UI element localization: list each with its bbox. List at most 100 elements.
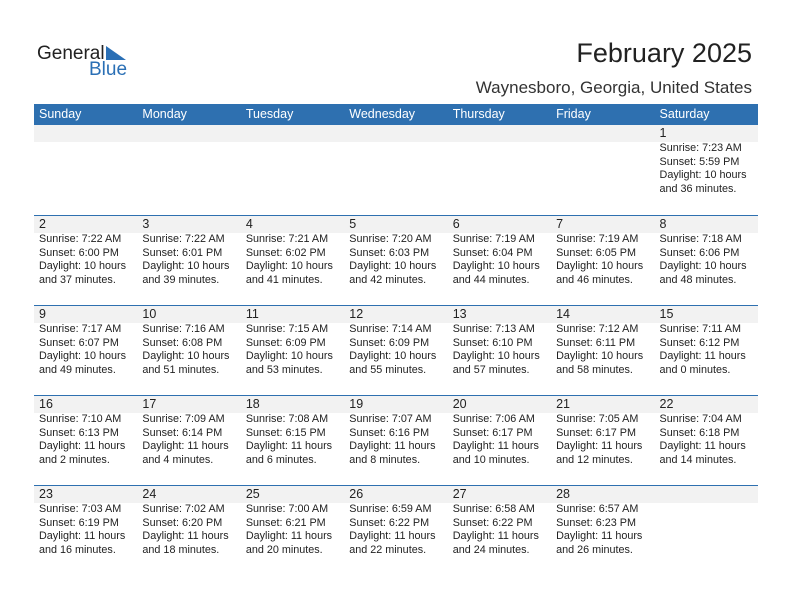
day-cell: 27 Sunrise: 6:58 AM Sunset: 6:22 PM Dayligh… — [448, 486, 551, 575]
sunset: Sunset: 6:22 PM — [452, 516, 533, 529]
week-row: 1 Sunrise: 7:23 AM Sunset: 5:59 PM Daylight… — [34, 125, 758, 215]
sunrise: Sunrise: 7:20 AM — [349, 233, 432, 245]
weekday-sunday: Sunday — [39, 107, 82, 121]
daylight-minutes: and 6 minutes. — [245, 453, 317, 466]
day-number: 9 — [39, 307, 46, 321]
sunrise: Sunrise: 7:15 AM — [245, 323, 329, 335]
day-number: 11 — [245, 307, 259, 321]
week-row: 16 Sunrise: 7:10 AM Sunset: 6:13 PM Dayligh… — [34, 395, 758, 485]
day-number: 28 — [556, 487, 571, 501]
day-cell — [137, 125, 240, 215]
daylight: Daylight: 10 hours — [245, 260, 333, 272]
sunset: Sunset: 6:13 PM — [39, 426, 119, 439]
day-number: 8 — [659, 217, 667, 231]
day-number: 22 — [659, 397, 674, 411]
daylight: Daylight: 10 hours — [556, 350, 644, 362]
day-cell: 12 Sunrise: 7:14 AM Sunset: 6:09 PM Dayligh… — [344, 306, 447, 395]
sunrise: Sunrise: 7:02 AM — [142, 503, 225, 515]
daylight-minutes: and 42 minutes. — [349, 273, 427, 286]
day-cell: 14 Sunrise: 7:12 AM Sunset: 6:11 PM Dayligh… — [551, 306, 654, 395]
sunrise: Sunrise: 7:17 AM — [39, 323, 122, 335]
sunset: Sunset: 6:06 PM — [659, 246, 740, 259]
sunset: Sunset: 6:15 PM — [245, 426, 326, 439]
sunrise: Sunrise: 7:18 AM — [659, 233, 742, 245]
week-row: 2 Sunrise: 7:22 AM Sunset: 6:00 PM Daylight… — [34, 215, 758, 305]
sunset: Sunset: 6:03 PM — [349, 246, 430, 259]
weekday-thursday: Thursday — [452, 107, 505, 121]
daylight-minutes: and 41 minutes. — [245, 273, 323, 286]
sunset: Sunset: 6:16 PM — [349, 426, 430, 439]
sunset: Sunset: 6:10 PM — [452, 336, 533, 349]
date-strip — [34, 396, 758, 413]
day-number: 23 — [39, 487, 53, 501]
day-cell: 11 Sunrise: 7:15 AM Sunset: 6:09 PM Dayligh… — [241, 306, 344, 395]
day-cell — [34, 125, 137, 215]
sunrise: Sunrise: 7:13 AM — [452, 323, 535, 335]
daylight-minutes: and 20 minutes. — [245, 543, 323, 556]
day-cell: 3 Sunrise: 7:22 AM Sunset: 6:01 PM Daylight… — [137, 216, 240, 305]
day-number: 19 — [349, 397, 364, 411]
week-row: 23 Sunrise: 7:03 AM Sunset: 6:19 PM Dayligh… — [34, 485, 758, 575]
daylight: Daylight: 11 hours — [39, 530, 126, 542]
sunrise: Sunrise: 7:11 AM — [659, 323, 741, 335]
sunrise: Sunrise: 7:16 AM — [142, 323, 225, 335]
day-cell: 20 Sunrise: 7:06 AM Sunset: 6:17 PM Dayligh… — [448, 396, 551, 485]
day-cell: 19 Sunrise: 7:07 AM Sunset: 6:16 PM Dayligh… — [344, 396, 447, 485]
day-number: 18 — [245, 397, 260, 411]
day-cell: 15 Sunrise: 7:11 AM Sunset: 6:12 PM Dayligh… — [655, 306, 758, 395]
daylight-minutes: and 48 minutes. — [659, 273, 737, 286]
weekday-header: Sunday Monday Tuesday Wednesday Thursday Frid… — [34, 104, 758, 125]
sunrise: Sunrise: 6:59 AM — [349, 503, 432, 515]
day-number: 21 — [556, 397, 571, 411]
daylight-minutes: and 49 minutes. — [39, 363, 116, 376]
day-number: 5 — [349, 217, 357, 231]
day-cell — [448, 125, 551, 215]
day-cell: 13 Sunrise: 7:13 AM Sunset: 6:10 PM Dayligh… — [448, 306, 551, 395]
daylight: Daylight: 11 hours — [659, 350, 746, 362]
daylight-minutes: and 58 minutes. — [556, 363, 633, 376]
day-cell: 6 Sunrise: 7:19 AM Sunset: 6:04 PM Daylight… — [448, 216, 551, 305]
daylight: Daylight: 10 hours — [349, 260, 437, 272]
day-cell: 8 Sunrise: 7:18 AM Sunset: 6:06 PM Daylight… — [655, 216, 758, 305]
sunrise: Sunrise: 7:12 AM — [556, 323, 639, 335]
daylight: Daylight: 11 hours — [556, 530, 643, 542]
day-cell: 16 Sunrise: 7:10 AM Sunset: 6:13 PM Dayligh… — [34, 396, 137, 485]
weekday-tuesday: Tuesday — [245, 107, 294, 121]
sunrise: Sunrise: 7:10 AM — [39, 413, 122, 425]
day-cell: 22 Sunrise: 7:04 AM Sunset: 6:18 PM Dayligh… — [655, 396, 758, 485]
day-cell: 24 Sunrise: 7:02 AM Sunset: 6:20 PM Dayligh… — [137, 486, 240, 575]
daylight-minutes: and 26 minutes. — [556, 543, 633, 556]
sunset: Sunset: 6:20 PM — [142, 516, 223, 529]
day-cell: 18 Sunrise: 7:08 AM Sunset: 6:15 PM Dayligh… — [241, 396, 344, 485]
daylight: Daylight: 10 hours — [452, 260, 540, 272]
sunset: Sunset: 6:01 PM — [142, 246, 223, 259]
daylight: Daylight: 10 hours — [556, 260, 644, 272]
sunrise: Sunrise: 7:09 AM — [142, 413, 225, 425]
daylight: Daylight: 11 hours — [142, 440, 229, 452]
day-number: 2 — [39, 217, 46, 231]
weekday-wednesday: Wednesday — [349, 107, 416, 121]
daylight: Daylight: 10 hours — [39, 260, 127, 272]
day-number: 16 — [39, 397, 53, 411]
page-title: February 2025 — [576, 38, 752, 68]
date-strip — [34, 486, 758, 503]
day-number: 27 — [452, 487, 467, 501]
daylight: Daylight: 10 hours — [39, 350, 127, 362]
day-number: 26 — [349, 487, 364, 501]
daylight-minutes: and 14 minutes. — [659, 453, 737, 466]
daylight-minutes: and 46 minutes. — [556, 273, 633, 286]
day-cell: 4 Sunrise: 7:21 AM Sunset: 6:02 PM Daylight… — [241, 216, 344, 305]
day-number: 20 — [452, 397, 467, 411]
daylight: Daylight: 11 hours — [556, 440, 643, 452]
day-cell: 1 Sunrise: 7:23 AM Sunset: 5:59 PM Daylight… — [655, 125, 758, 215]
sunset: Sunset: 5:59 PM — [659, 155, 740, 168]
sunrise: Sunrise: 7:23 AM — [659, 142, 742, 154]
day-cell: 21 Sunrise: 7:05 AM Sunset: 6:17 PM Dayligh… — [551, 396, 654, 485]
weekday-saturday: Saturday — [659, 107, 710, 121]
sunset: Sunset: 6:12 PM — [659, 336, 740, 349]
logo-text-blue: Blue — [89, 59, 128, 80]
weekday-monday: Monday — [142, 107, 187, 121]
sunrise: Sunrise: 7:04 AM — [659, 413, 742, 425]
sunset: Sunset: 6:05 PM — [556, 246, 636, 259]
daylight: Daylight: 11 hours — [349, 440, 436, 452]
